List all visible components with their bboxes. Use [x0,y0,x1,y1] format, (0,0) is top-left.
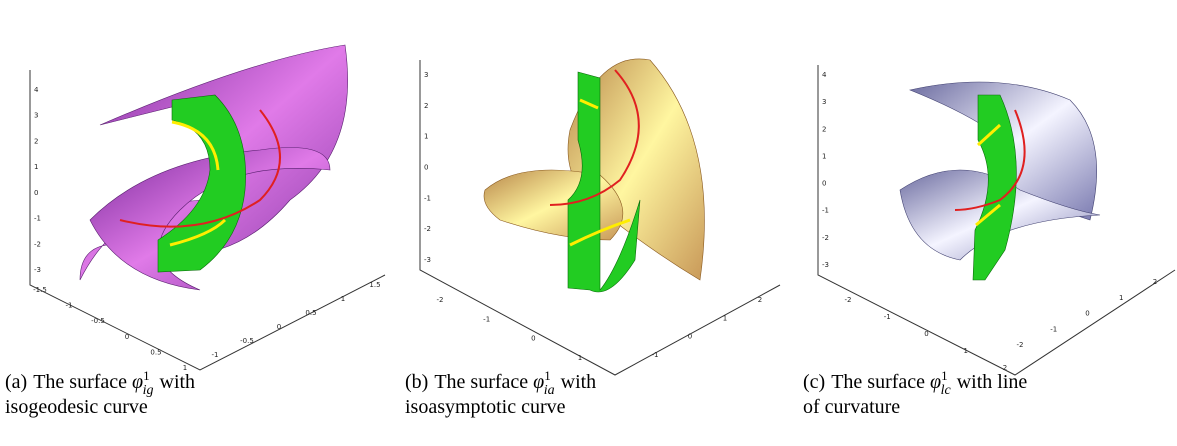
y-tick-label: -2 [1017,341,1024,349]
z-tick-label: 3 [424,71,428,79]
z-tick-label: 3 [34,112,38,120]
y-tick-label: 1 [1119,294,1123,302]
panel-c-plot [818,65,1175,375]
caption-label: (c) [803,371,825,393]
y-tick-label: -1 [1050,325,1057,333]
panel-a-plot [30,45,385,370]
z-tick-label: 0 [34,189,38,197]
z-tick-label: -2 [424,225,431,233]
caption-text: The surface [831,371,925,393]
caption-sup: 1 [941,368,948,383]
caption-symbol: φ [930,371,941,393]
z-tick-label: -2 [34,240,41,248]
z-tick-label: -3 [424,256,431,264]
z-tick-label: 1 [34,163,38,171]
y-tick-label: 0 [688,333,692,341]
z-tick-label: 0 [822,180,826,188]
x-tick-label: 1 [964,347,968,355]
z-tick-label: 2 [424,102,428,110]
caption-text: The surface [434,371,528,393]
y-tick-label: 1.5 [369,281,380,289]
x-tick-label: -2 [845,296,852,304]
x-tick-label: -1 [483,315,490,323]
x-tick-label: 0.5 [150,348,161,356]
caption-sub: lc [941,383,952,398]
y-tick-label: 0 [277,323,281,331]
y-tick-label: 2 [758,296,762,304]
caption-line2: isoasymptotic curve [405,396,566,418]
x-tick-label: 0 [125,333,129,341]
z-tick-label: 1 [424,133,428,141]
caption-after: with [561,371,597,393]
x-tick-label: -1 [66,302,73,310]
z-tick-label: 4 [34,86,39,94]
y-tick-label: 0.5 [305,309,316,317]
z-tick-label: -1 [424,194,431,202]
page: 4 3 2 1 0 -1 -2 -3 -1.5 -1 -0.5 0 0.5 1 -1 -0.5 0 0.5 1 1.5… [0,0,1177,446]
x-tick-label: 1 [578,354,582,362]
caption-line2: of curvature [803,396,900,418]
caption-sup: 1 [143,368,150,383]
z-tick-label: 3 [822,98,826,106]
x-tick-label: -1.5 [33,286,47,294]
caption-label: (b) [405,371,428,393]
x-tick-label: -1 [884,313,891,321]
x-tick-label: -0.5 [91,317,105,325]
caption-after: with line [957,371,1028,393]
z-tick-label: -1 [34,215,41,223]
y-tick-label: -0.5 [240,337,254,345]
z-tick-label: 1 [822,152,826,160]
z-tick-label: -3 [34,266,41,274]
caption-text: The surface [33,371,127,393]
panel-b-plot [420,59,780,375]
y-tick-label: -1 [212,351,219,359]
caption-after: with [160,371,196,393]
y-tick-label: 1 [341,295,345,303]
z-tick-label: 0 [424,164,428,172]
y-tick-label: -1 [652,351,659,359]
z-tick-label: -2 [822,234,829,242]
y-tick-label: 1 [723,314,727,322]
caption-symbol: φ [132,371,143,393]
caption-label: (a) [5,371,27,393]
figure: 4 3 2 1 0 -1 -2 -3 -1.5 -1 -0.5 0 0.5 1 -1 -0.5 0 0.5 1 1.5… [0,0,1177,446]
caption-line2: isogeodesic curve [5,396,148,418]
z-tick-label: 4 [822,71,827,79]
x-tick-label: 0 [531,335,535,343]
y-tick-label: 2 [1153,278,1157,286]
y-tick-label: 0 [1085,310,1089,318]
caption-sup: 1 [544,368,551,383]
x-tick-label: -2 [437,296,444,304]
z-tick-label: -1 [822,207,829,215]
caption-symbol: φ [533,371,544,393]
x-tick-label: 0 [924,330,928,338]
z-tick-label: -3 [822,261,829,269]
z-tick-label: 2 [34,137,38,145]
z-tick-label: 2 [822,125,826,133]
